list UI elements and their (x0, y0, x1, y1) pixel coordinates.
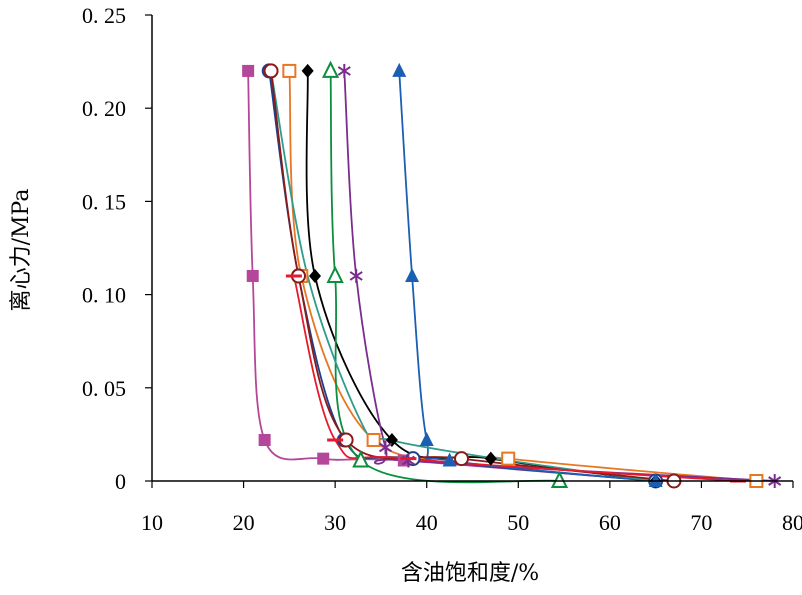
y-tick-label: 0 (115, 469, 126, 494)
data-point (242, 64, 255, 77)
data-point (501, 451, 516, 466)
data-point (326, 265, 344, 283)
y-tick-label: 0. 20 (82, 96, 126, 121)
data-point (419, 431, 434, 446)
data-point (349, 268, 363, 283)
data-point (317, 452, 330, 465)
data-point (484, 451, 497, 466)
plot-area (242, 60, 782, 489)
series-line (270, 70, 656, 482)
axes: 10 20 30 40 50 60 70 80 0 0. 05 0. 10 0. 15 0. 20 0. … (82, 3, 802, 535)
data-point (454, 451, 470, 467)
data-point (263, 63, 279, 79)
series-line (329, 70, 560, 484)
x-tick-label: 40 (416, 510, 438, 535)
x-tick-label: 50 (507, 510, 529, 535)
data-point (352, 450, 370, 468)
data-point (282, 63, 297, 78)
y-tick-label: 0. 25 (82, 3, 126, 28)
x-tick-label: 70 (690, 510, 712, 535)
data-point (648, 473, 663, 487)
data-point (301, 63, 314, 78)
data-point (550, 470, 569, 488)
data-point (337, 63, 351, 78)
data-point (308, 268, 321, 283)
data-point (442, 452, 457, 467)
series-line (268, 70, 656, 482)
x-axis-title: 含油饱和度/% (401, 561, 539, 586)
data-point (385, 432, 398, 447)
x-tick-label: 60 (599, 510, 621, 535)
data-point (378, 440, 393, 455)
x-tick-label: 80 (782, 510, 802, 535)
series-line (293, 275, 739, 482)
y-tick-label: 0. 15 (82, 189, 126, 214)
x-tick-label: 10 (141, 510, 163, 535)
data-point (392, 62, 407, 77)
data-point (258, 433, 271, 446)
data-point (366, 432, 381, 447)
y-tick-label: 0. 05 (82, 376, 126, 401)
data-point (405, 267, 420, 282)
series-line (398, 70, 656, 482)
x-tick-label: 20 (233, 510, 255, 535)
y-tick-label: 0. 10 (82, 283, 126, 308)
x-tick-label: 30 (324, 510, 346, 535)
data-point (246, 269, 259, 282)
y-axis-title: 离心力/MPa (9, 189, 34, 312)
data-point (321, 60, 340, 78)
